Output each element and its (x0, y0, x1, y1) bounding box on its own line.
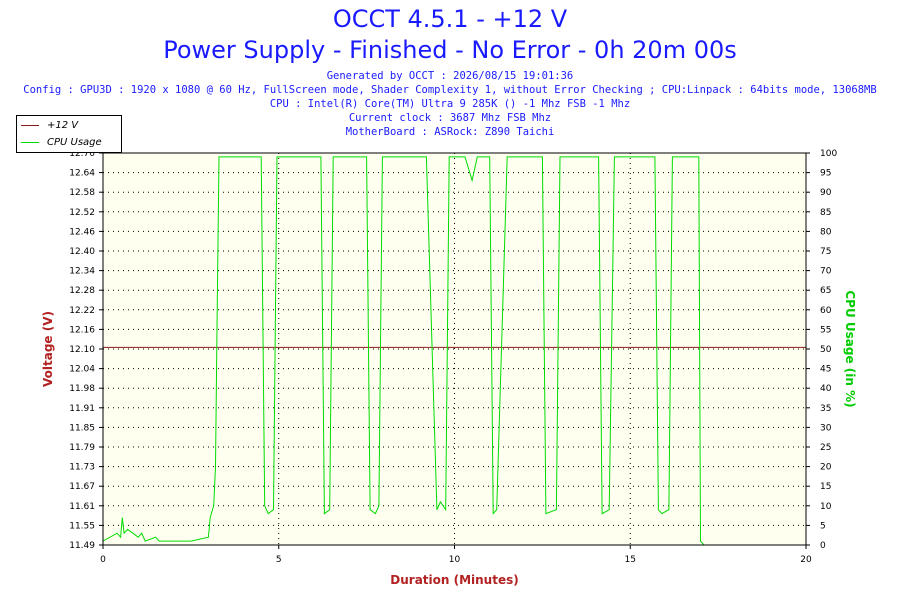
y2-tick-label: 95 (820, 169, 831, 179)
y2-tick-label: 65 (820, 286, 831, 296)
y2-tick-label: 25 (820, 443, 831, 453)
info-generated: Generated by OCCT : 2026/08/15 19:01:36 (326, 70, 574, 82)
y-tick-label: 11.61 (69, 502, 95, 512)
y-tick-label: 12.34 (69, 267, 95, 277)
y2-tick-label: 45 (820, 365, 831, 375)
y2-tick-label: 50 (820, 345, 832, 355)
y-tick-label: 12.46 (69, 227, 95, 237)
legend-swatch-voltage (21, 124, 39, 126)
y-tick-label: 12.10 (69, 345, 95, 355)
info-config: Config : GPU3D : 1920 x 1080 @ 60 Hz, Fu… (23, 84, 877, 96)
chart-subtitle: Power Supply - Finished - No Error - 0h … (163, 36, 737, 64)
info-clock: Current clock : 3687 Mhz FSB Mhz (348, 112, 552, 124)
y2-tick-label: 40 (820, 384, 832, 394)
y-tick-label: 12.04 (69, 365, 95, 375)
y2-tick-label: 70 (820, 267, 832, 277)
legend-item-cpu: CPU Usage (21, 135, 102, 149)
x-tick-label: 10 (449, 555, 461, 565)
y2-tick-label: 10 (820, 502, 832, 512)
x-tick-label: 0 (100, 555, 106, 565)
y-tick-label: 12.28 (69, 286, 95, 296)
y-tick-label: 11.55 (69, 521, 95, 531)
grid (103, 153, 806, 545)
info-motherboard: MotherBoard : ASRock: Z890 Taichi (345, 126, 555, 138)
y-tick-label: 12.16 (69, 325, 95, 335)
legend-item-voltage: +12 V (21, 118, 78, 132)
y2-tick-label: 5 (820, 521, 826, 531)
info-cpu: CPU : Intel(R) Core(TM) Ultra 9 285K () … (269, 98, 631, 110)
y-tick-label: 11.98 (69, 384, 95, 394)
y-tick-label: 12.52 (69, 208, 95, 218)
y-tick-label: 11.91 (69, 404, 95, 414)
x-axis-title: Duration (Minutes) (390, 573, 518, 587)
y2-tick-label: 15 (820, 482, 831, 492)
y2-tick-label: 90 (820, 188, 832, 198)
y2-tick-label: 0 (820, 541, 826, 551)
y2-tick-label: 55 (820, 325, 831, 335)
y-tick-label: 11.85 (69, 423, 95, 433)
x-tick-label: 20 (800, 555, 812, 565)
y2-tick-label: 100 (820, 149, 837, 159)
ticks: 11.49 0 11.55 5 11.61 10 11.67 15 11.73 20 11.79 25… (69, 149, 837, 565)
chart-title: OCCT 4.5.1 - +12 V (332, 5, 568, 33)
y-tick-label: 12.58 (69, 188, 95, 198)
y2-tick-label: 75 (820, 247, 831, 257)
y2-tick-label: 80 (820, 227, 832, 237)
legend-label-voltage: +12 V (47, 119, 79, 131)
series-layer (102, 156, 806, 546)
y-tick-label: 12.70 (69, 149, 95, 159)
y2-tick-label: 60 (820, 306, 832, 316)
x-tick-label: 15 (625, 555, 636, 565)
y2-axis-title: CPU Usage (in %) (843, 290, 857, 407)
legend-swatch-cpu (21, 141, 39, 143)
y-tick-label: 11.49 (69, 541, 95, 551)
series-line-cpu (102, 156, 806, 546)
y-tick-label: 11.67 (69, 482, 95, 492)
y2-tick-label: 20 (820, 463, 832, 473)
y-tick-label: 11.73 (69, 463, 95, 473)
y2-tick-label: 30 (820, 423, 832, 433)
y-tick-label: 12.64 (69, 169, 95, 179)
y-tick-label: 12.22 (69, 306, 95, 316)
y-tick-label: 12.40 (69, 247, 95, 257)
y-axis-title: Voltage (V) (41, 311, 55, 387)
legend-label-cpu: CPU Usage (47, 136, 102, 148)
x-tick-label: 5 (276, 555, 282, 565)
chart-legend: +12 V CPU Usage (16, 115, 122, 153)
y2-tick-label: 85 (820, 208, 831, 218)
y2-tick-label: 35 (820, 404, 831, 414)
y-tick-label: 11.79 (69, 443, 95, 453)
